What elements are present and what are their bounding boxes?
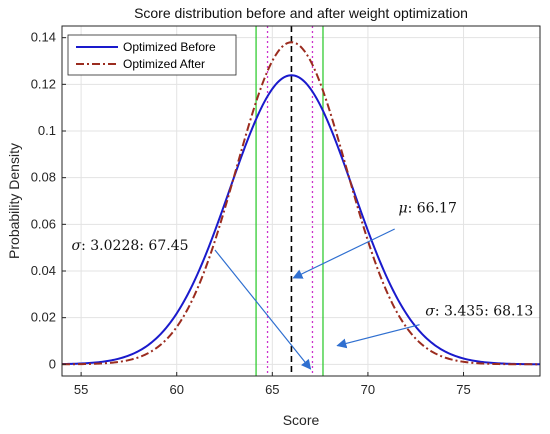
annotation-label-2: σ: 3.435: 68.13	[425, 303, 533, 319]
y-tick-label: 0.1	[38, 123, 56, 138]
y-axis-ticks: 0 0.02 0.04 0.06 0.08 0.1 0.12 0.14	[31, 30, 66, 371]
annotation-symbol-1: σ	[72, 238, 82, 254]
y-tick-label: 0.06	[31, 216, 56, 231]
legend-label-optimized-before: Optimized Before	[123, 40, 216, 54]
reference-lines	[255, 26, 324, 376]
x-axis-ticks: 55 60 65 70 75	[74, 372, 471, 397]
plot-frame	[61, 25, 541, 377]
series-line-0	[62, 74, 540, 366]
annotation-arrow-0	[292, 228, 395, 279]
annotation-symbol-0: μ	[399, 201, 408, 217]
legend: Optimized Before Optimized After	[67, 34, 237, 76]
annotation-symbol-2: σ	[425, 303, 435, 319]
x-tick-label: 60	[169, 382, 183, 397]
annotation-text-0: : 66.17	[408, 201, 457, 217]
chart-title: Score distribution before and after weig…	[134, 5, 468, 21]
series-curves	[62, 41, 540, 366]
y-axis-label: Probability Density	[6, 143, 22, 259]
annotation-text-2: : 3.435: 68.13	[435, 303, 534, 319]
y-tick-label: 0.02	[31, 310, 56, 325]
annotations: μ: 66.17σ: 3.0228: 67.45σ: 3.435: 68.13	[72, 201, 533, 370]
y-tick-label: 0.04	[31, 263, 56, 278]
grid-lines	[62, 26, 540, 376]
series-line-1	[62, 41, 540, 366]
x-tick-label: 70	[361, 382, 375, 397]
annotation-label-1: σ: 3.0228: 67.45	[72, 238, 189, 254]
x-tick-label: 65	[265, 382, 279, 397]
y-tick-label: 0.08	[31, 170, 56, 185]
x-axis-label: Score	[283, 412, 320, 428]
legend-label-optimized-after: Optimized After	[123, 57, 205, 71]
annotation-text-1: : 3.0228: 67.45	[81, 238, 188, 254]
legend-box	[67, 34, 237, 76]
y-tick-label: 0.12	[31, 76, 56, 91]
annotation-label-0: μ: 66.17	[399, 201, 457, 217]
y-tick-label: 0	[49, 356, 56, 371]
annotation-arrow-2	[336, 324, 420, 349]
y-tick-label: 0.14	[31, 30, 56, 45]
x-tick-label: 55	[74, 382, 88, 397]
annotation-arrow-1	[214, 249, 312, 370]
x-tick-label: 75	[456, 382, 470, 397]
